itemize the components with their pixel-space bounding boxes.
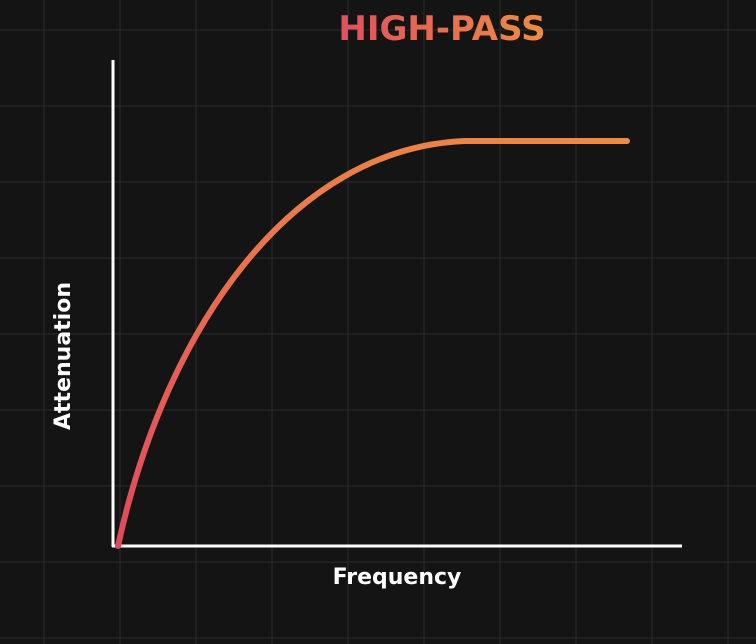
response-curve <box>115 138 630 549</box>
title: HIGH-PASS <box>338 9 545 49</box>
x-axis-label: Frequency <box>333 565 462 590</box>
y-axis-label: Attenuation <box>51 282 76 430</box>
